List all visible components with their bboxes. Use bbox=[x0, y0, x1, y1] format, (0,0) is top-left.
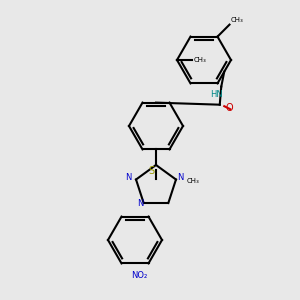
Text: S: S bbox=[148, 166, 154, 176]
Text: N: N bbox=[178, 172, 184, 182]
Text: NO₂: NO₂ bbox=[131, 272, 148, 280]
Text: O: O bbox=[226, 103, 233, 113]
Text: HN: HN bbox=[210, 90, 223, 99]
Text: CH₃: CH₃ bbox=[231, 17, 244, 23]
Text: N: N bbox=[125, 172, 131, 182]
Text: CH₃: CH₃ bbox=[194, 57, 206, 63]
Text: N: N bbox=[137, 199, 144, 208]
Text: CH₃: CH₃ bbox=[187, 178, 199, 184]
